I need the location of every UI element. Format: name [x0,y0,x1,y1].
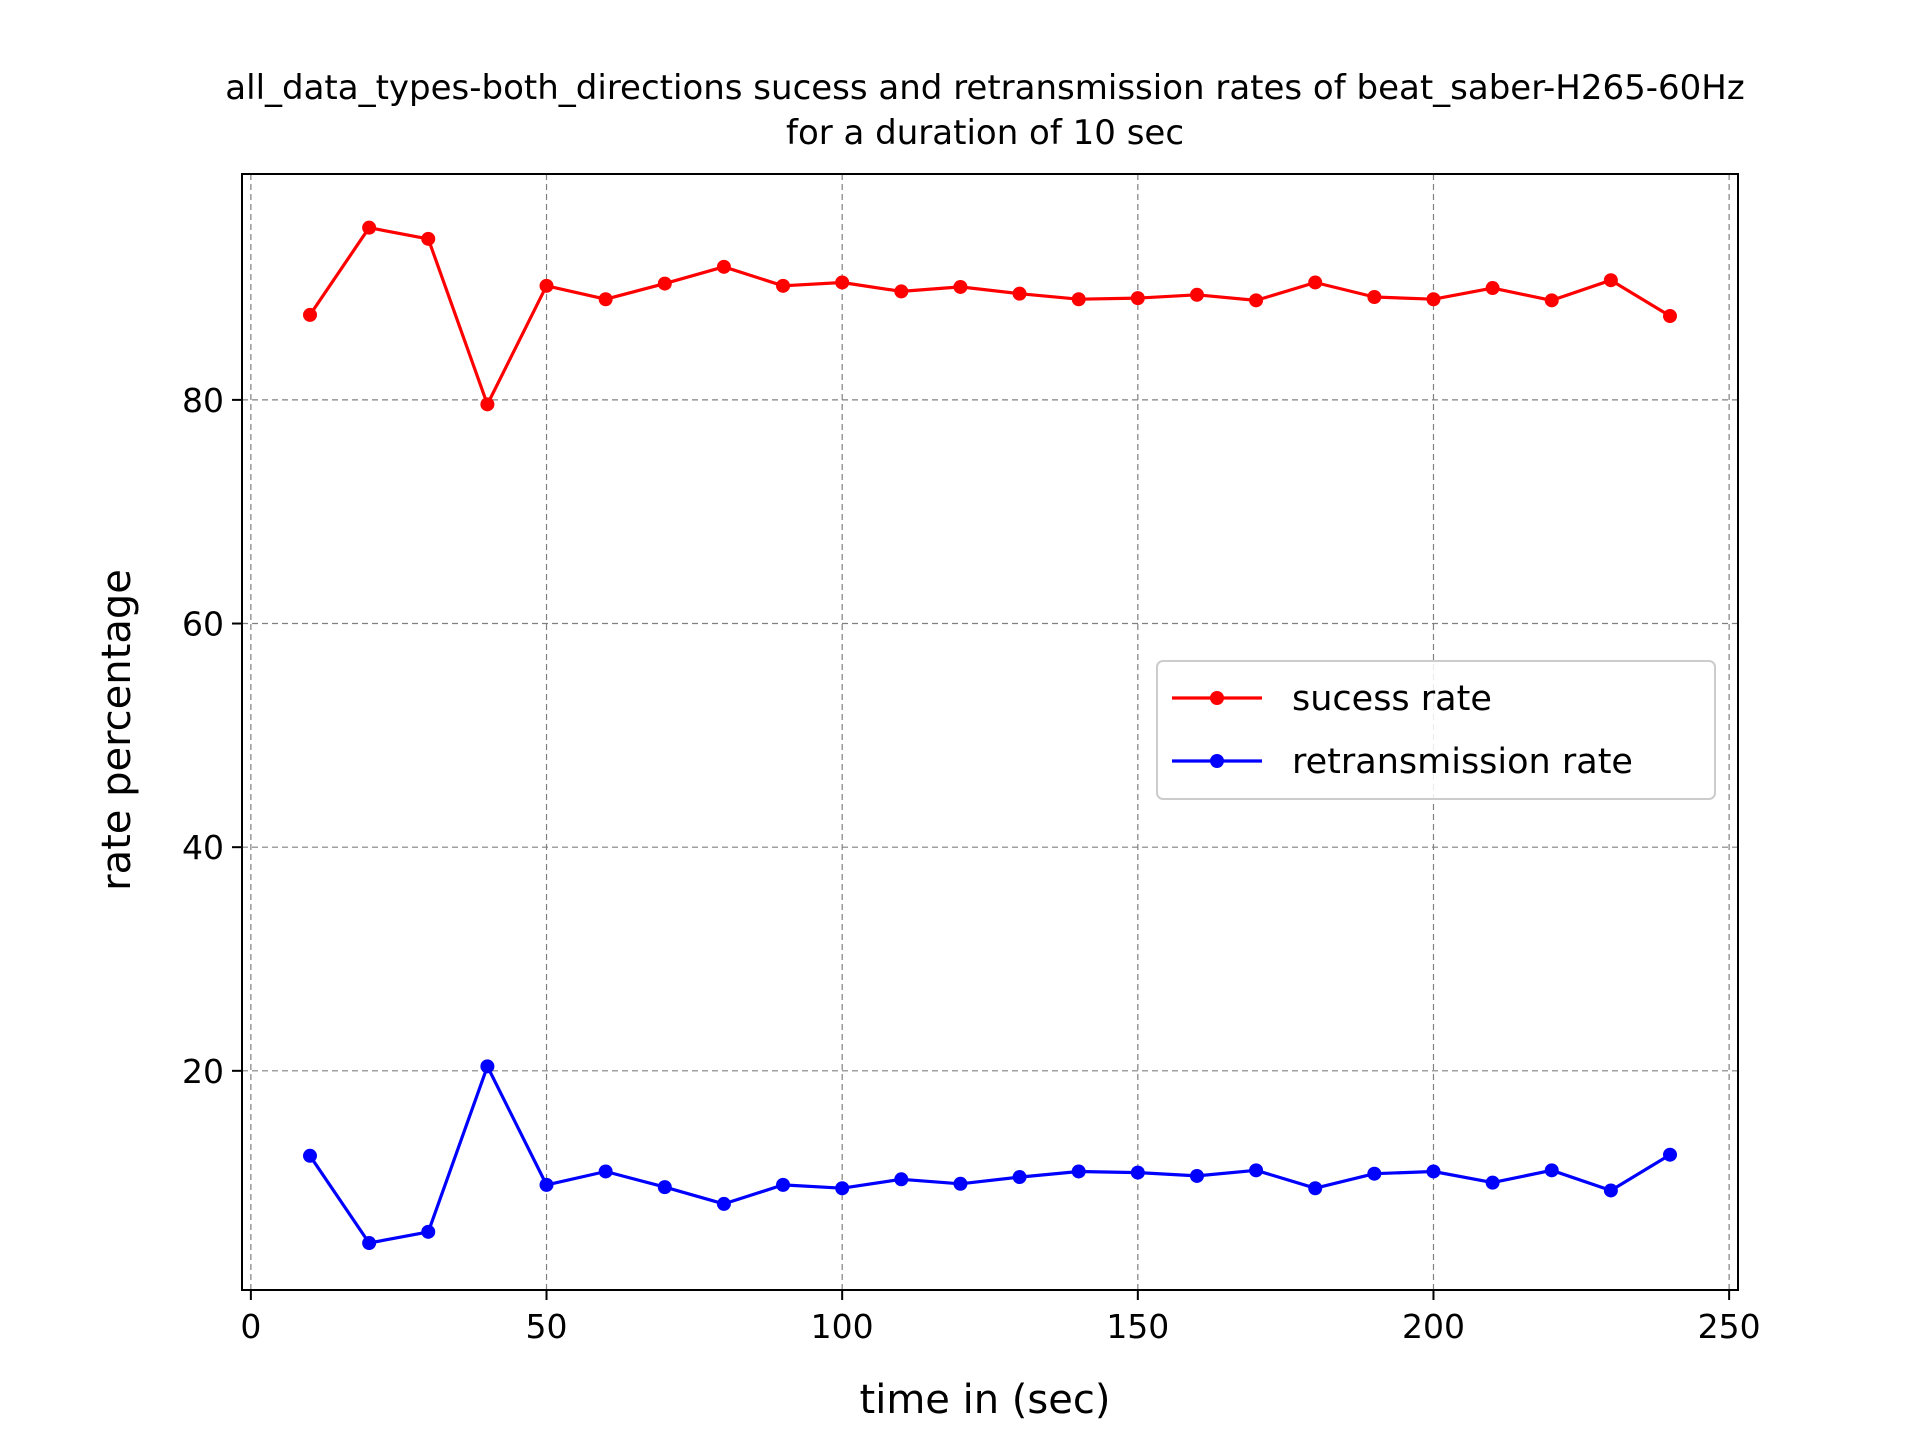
chart-subtitle: for a duration of 10 sec [786,113,1184,153]
series-layer [303,220,1677,1251]
y-tick-label: 20 [182,1052,224,1091]
retransmission-rate-point [1663,1147,1677,1162]
sucess-rate-point [1071,292,1086,307]
sucess-rate-point [421,231,436,246]
retransmission-rate-point [657,1180,672,1195]
sucess-rate-point [1130,291,1145,306]
retransmission-rate-point [1071,1164,1086,1179]
x-axis-label: time in (sec) [860,1377,1111,1423]
retransmission-rate-point [1426,1164,1441,1179]
retransmission-rate-point [1485,1175,1500,1190]
sucess-rate-point [303,307,317,322]
retransmission-rate-point [480,1059,495,1074]
x-tick-label: 50 [526,1307,568,1346]
x-tick-label: 250 [1698,1307,1761,1346]
x-tick-label: 100 [811,1307,874,1346]
sucess-rate-point [1603,273,1618,288]
legend-marker-retransmission-rate [1210,754,1224,768]
sucess-rate-point [539,278,554,293]
legend-label-sucess-rate: sucess rate [1292,679,1492,719]
retransmission-rate-line [308,1064,1671,1245]
plot-area-frame [241,173,1739,1291]
y-tick-label: 80 [182,381,224,420]
axis-ticks: 0 50 100 150 200 250 20 40 60 80 [182,381,1761,1346]
legend-marker-sucess-rate [1210,691,1224,705]
retransmission-rate-point [362,1236,377,1251]
retransmission-rate-point [716,1196,731,1211]
sucess-rate-point [716,259,731,274]
y-axis-label: rate percentage [94,569,140,891]
sucess-rate-point [835,275,850,290]
x-tick-label: 0 [240,1307,261,1346]
legend-label-retransmission-rate: retransmission rate [1292,742,1633,782]
retransmission-rate-point [1603,1183,1618,1198]
sucess-rate-point [1012,286,1027,301]
x-tick-label: 200 [1402,1307,1465,1346]
sucess-rate-point [480,397,495,412]
retransmission-rate-point [894,1172,909,1187]
legend: sucess rate retransmission rate [1156,660,1716,800]
sucess-rate-point [1189,287,1204,302]
sucess-rate-point [1308,275,1323,290]
sucess-rate-point [953,279,968,294]
retransmission-rate-point [1189,1168,1204,1183]
sucess-rate-point [1663,309,1677,324]
sucess-rate-point [362,220,377,235]
retransmission-rate-point [598,1164,613,1179]
x-tick-label: 150 [1106,1307,1169,1346]
sucess-rate-line [308,226,1671,406]
y-tick-label: 60 [182,605,224,644]
retransmission-rate-point [1130,1165,1145,1180]
y-tick-label: 40 [182,828,224,867]
retransmission-rate-point [835,1181,850,1196]
sucess-rate-point [1249,293,1264,308]
retransmission-rate-point [539,1177,554,1192]
retransmission-rate-point [776,1177,791,1192]
retransmission-rate-point [1012,1170,1027,1185]
retransmission-rate-point [1249,1163,1264,1178]
legend-box [1156,660,1716,800]
sucess-rate-point [894,284,909,299]
sucess-rate-point [1485,281,1500,296]
sucess-rate-point [657,276,672,291]
sucess-rate-point [1367,290,1382,305]
retransmission-rate-point [1308,1181,1323,1196]
sucess-rate-point [776,278,791,293]
retransmission-rate-point [421,1224,436,1239]
sucess-rate-point [598,292,613,307]
grid-lines [242,174,1738,1290]
sucess-rate-point [1426,292,1441,307]
retransmission-rate-point [303,1148,317,1163]
retransmission-rate-point [1367,1166,1382,1181]
retransmission-rate-point [953,1176,968,1191]
retransmission-rate-point [1544,1163,1559,1178]
chart-title: all_data_types-both_directions sucess an… [225,68,1744,108]
sucess-rate-point [1544,293,1559,308]
